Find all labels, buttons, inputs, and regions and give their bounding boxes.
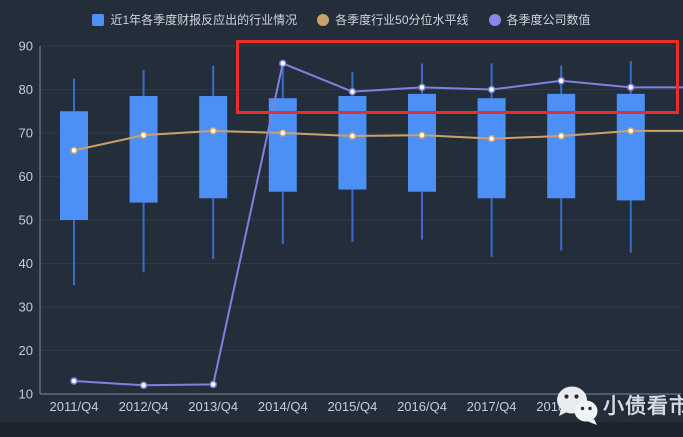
y-axis-tick-label: 40 — [19, 256, 33, 271]
legend-circle-marker — [488, 14, 501, 26]
data-point — [557, 77, 565, 85]
y-axis-tick-label: 10 — [19, 387, 33, 402]
candlestick-box — [616, 93, 645, 201]
y-axis-tick-label: 90 — [19, 39, 33, 54]
legend-square-marker — [92, 14, 105, 26]
y-axis-tick-label: 30 — [19, 300, 33, 315]
watermark: 小债看市 — [553, 383, 683, 427]
legend-item-median-line[interactable]: 各季度行业50分位水平线 — [317, 13, 469, 27]
y-axis-tick-label: 60 — [19, 169, 33, 184]
data-point — [70, 146, 78, 155]
x-axis-tick-label: 2017/Q4 — [467, 399, 517, 414]
data-point — [348, 132, 357, 140]
data-point — [209, 380, 217, 389]
x-axis-tick-label: 2014/Q4 — [258, 399, 308, 414]
wechat-icon — [557, 386, 598, 425]
y-axis-tick-label: 80 — [19, 82, 33, 97]
legend-item-label: 近1年各季度财报反应出的行业情况 — [110, 13, 298, 27]
legend-item-industry-range[interactable]: 近1年各季度财报反应出的行业情况 — [92, 13, 297, 27]
candlestick-box — [477, 98, 506, 199]
legend-item-company-value[interactable]: 各季度公司数值 — [488, 13, 591, 27]
candlestick-box — [408, 93, 436, 192]
legend-item-label: 各季度行业50分位水平线 — [335, 13, 469, 27]
watermark-text: 小债看市 — [603, 395, 683, 418]
data-point — [209, 127, 217, 135]
footer-bar — [0, 422, 683, 437]
y-axis-tick-label: 50 — [19, 213, 33, 228]
x-axis-tick-label: 2016/Q4 — [397, 399, 447, 414]
data-point — [139, 131, 148, 139]
data-point — [627, 83, 635, 92]
candlestick-box — [60, 111, 88, 220]
data-point — [418, 83, 426, 92]
candlestick-box — [547, 93, 576, 199]
data-point — [487, 134, 496, 143]
y-axis-tick-label: 70 — [19, 126, 33, 141]
x-axis-tick-label: 2011/Q4 — [50, 399, 99, 414]
data-point — [70, 377, 78, 385]
candlestick-box — [338, 96, 367, 190]
candlestick-box — [129, 96, 158, 203]
data-point — [279, 59, 287, 68]
candlestick-box — [199, 96, 228, 199]
data-point — [487, 85, 496, 94]
data-point — [348, 87, 357, 96]
line-series — [73, 62, 683, 387]
data-point — [557, 132, 565, 140]
data-point — [139, 381, 148, 390]
x-axis-tick-label: 2013/Q4 — [188, 399, 238, 414]
chart-legend: 近1年各季度财报反应出的行业情况 各季度行业50分位水平线 各季度公司数值 — [0, 13, 683, 27]
y-axis-tick-label: 20 — [19, 343, 33, 358]
x-axis-tick-label: 2012/Q4 — [119, 399, 169, 414]
x-axis-tick-label: 2015/Q4 — [327, 399, 377, 414]
legend-item-label: 各季度公司数值 — [506, 13, 591, 27]
line-series — [73, 129, 683, 152]
data-point — [627, 127, 635, 135]
legend-circle-marker — [317, 14, 330, 26]
data-point — [418, 131, 426, 139]
data-point — [279, 129, 287, 137]
